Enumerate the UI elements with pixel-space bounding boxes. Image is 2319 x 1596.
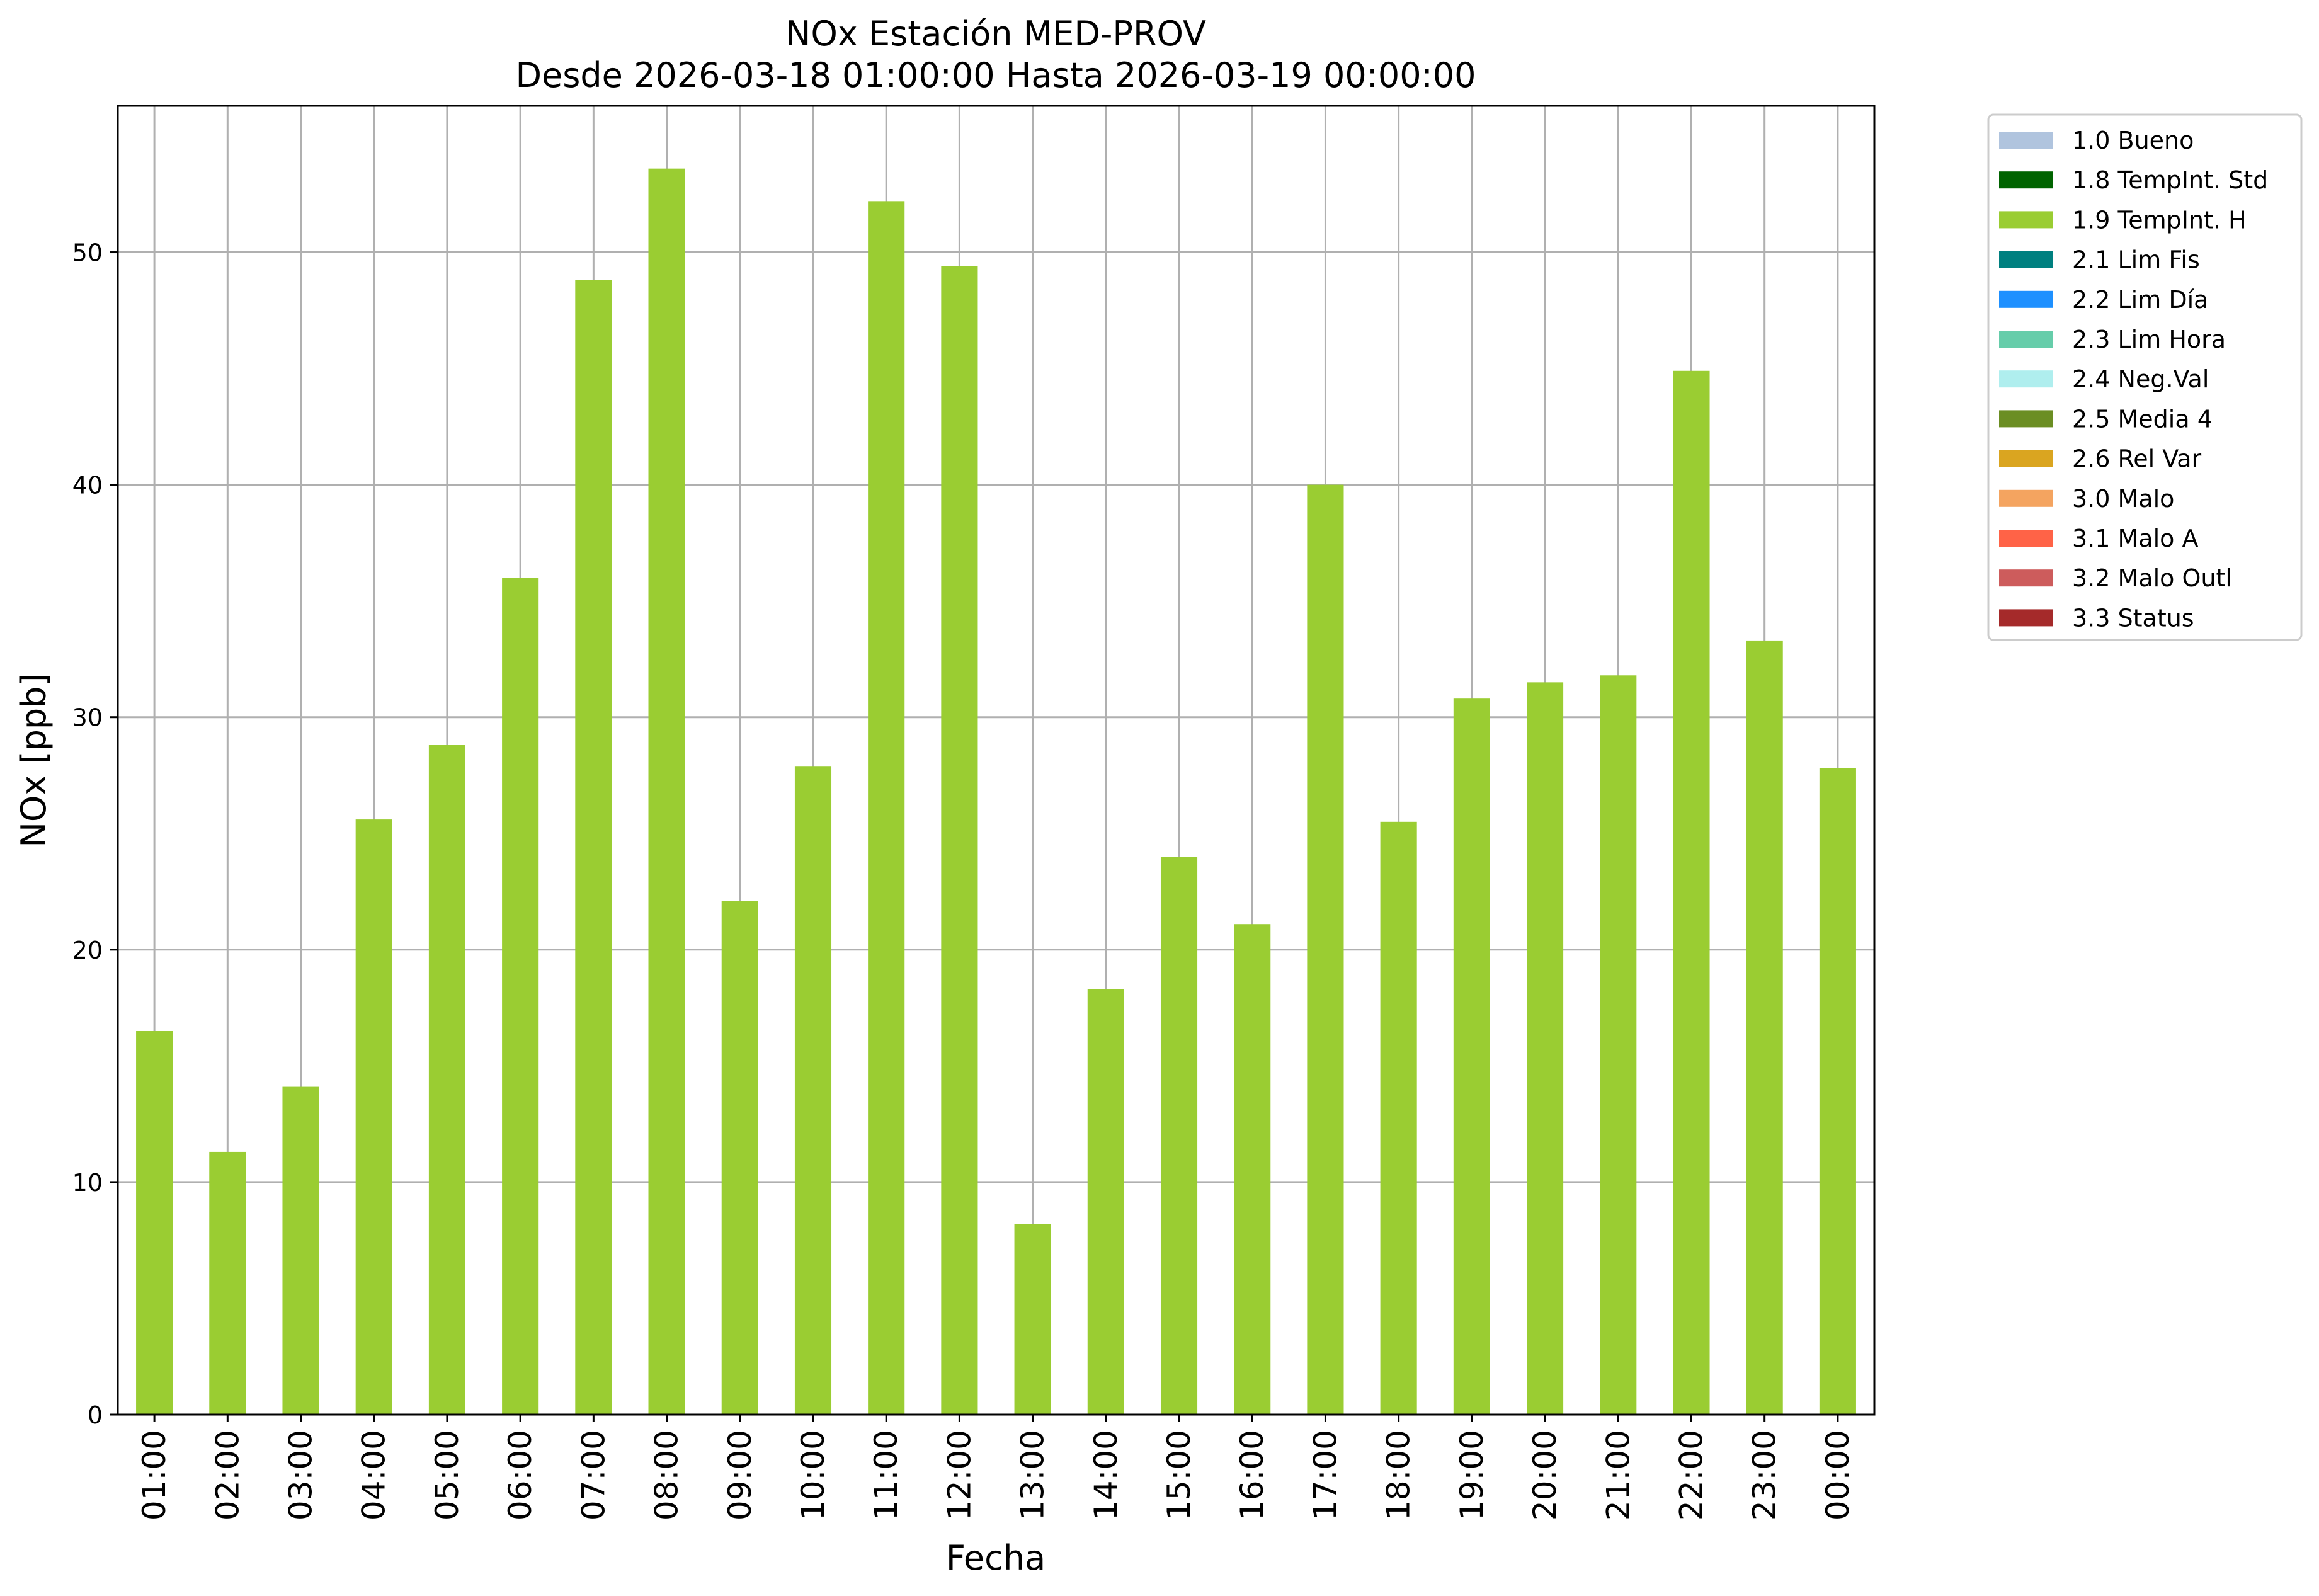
legend-swatch	[1999, 211, 2053, 229]
legend-swatch	[1999, 609, 2053, 627]
legend-label: 3.2 Malo Outl	[2072, 564, 2232, 592]
y-tick-label: 0	[88, 1401, 103, 1429]
bar	[209, 1151, 246, 1415]
x-tick-label: 08:00	[649, 1430, 685, 1520]
bar	[1673, 370, 1710, 1415]
x-tick-label: 00:00	[1820, 1430, 1856, 1520]
legend-label: 2.2 Lim Día	[2072, 286, 2208, 314]
x-tick-label: 09:00	[722, 1430, 758, 1520]
x-tick-label: 07:00	[575, 1430, 612, 1520]
x-tick-label: 20:00	[1527, 1430, 1563, 1520]
y-tick-label: 30	[72, 704, 103, 732]
bar	[1746, 640, 1783, 1415]
x-axis: 01:00 02:00 03:00 04:00 05:00 06:00 07:00 08:00…	[136, 1415, 1856, 1520]
bar	[721, 901, 758, 1415]
legend-swatch	[1999, 410, 2053, 428]
bar	[794, 766, 832, 1415]
y-tick-label: 40	[72, 472, 103, 499]
y-tick-label: 50	[72, 239, 103, 267]
legend-swatch	[1999, 450, 2053, 467]
legend-label: 1.8 TempInt. Std	[2072, 166, 2268, 194]
y-tick-label: 10	[72, 1169, 103, 1197]
legend-swatch	[1999, 569, 2053, 587]
x-tick-label: 01:00	[136, 1430, 173, 1520]
x-tick-label: 19:00	[1454, 1430, 1490, 1520]
legend-label: 1.9 TempInt. H	[2072, 206, 2247, 234]
legend-swatch	[1999, 290, 2053, 308]
legend: 1.0 Bueno 1.8 TempInt. Std 1.9 TempInt. H 2…	[1987, 113, 2303, 641]
bar	[575, 280, 612, 1415]
legend-label: 2.4 Neg.Val	[2072, 365, 2209, 393]
legend-swatch	[1999, 489, 2053, 507]
legend-label: 1.0 Bueno	[2072, 127, 2194, 154]
legend-label: 3.0 Malo	[2072, 485, 2174, 513]
y-axis-label: NOx [ppb]	[14, 673, 54, 848]
x-tick-label: 03:00	[283, 1430, 319, 1520]
legend-swatch	[1999, 132, 2053, 149]
bar	[868, 201, 905, 1415]
legend-label: 2.1 Lim Fis	[2072, 246, 2200, 274]
bar	[1819, 768, 1856, 1415]
x-tick-label: 23:00	[1746, 1430, 1783, 1520]
x-tick-label: 10:00	[795, 1430, 831, 1520]
x-tick-label: 06:00	[502, 1430, 538, 1520]
bar	[502, 578, 539, 1415]
x-tick-label: 02:00	[209, 1430, 246, 1520]
bar	[1380, 821, 1417, 1415]
bar	[1307, 484, 1344, 1415]
x-tick-label: 17:00	[1307, 1430, 1343, 1520]
x-tick-label: 21:00	[1600, 1430, 1636, 1520]
bar	[1087, 989, 1124, 1415]
x-axis-label: Fecha	[946, 1538, 1046, 1578]
plot-frame	[117, 105, 1876, 1416]
x-tick-label: 12:00	[941, 1430, 977, 1520]
legend-label: 2.3 Lim Hora	[2072, 326, 2226, 353]
chart-title: NOx Estación MED-PROV	[785, 14, 1206, 54]
bar	[1600, 675, 1637, 1415]
x-tick-label: 15:00	[1161, 1430, 1197, 1520]
x-tick-label: 04:00	[356, 1430, 392, 1520]
x-tick-label: 05:00	[429, 1430, 465, 1520]
bar	[1014, 1224, 1051, 1415]
legend-swatch	[1999, 251, 2053, 268]
bar	[1234, 924, 1271, 1415]
bar	[355, 819, 392, 1415]
x-tick-label: 22:00	[1673, 1430, 1709, 1520]
bar	[941, 266, 978, 1415]
legend-swatch	[1999, 331, 2053, 348]
bar	[1160, 857, 1198, 1415]
legend-swatch	[1999, 370, 2053, 388]
x-tick-label: 18:00	[1381, 1430, 1417, 1520]
legend-swatch	[1999, 171, 2053, 189]
legend-frame	[1987, 113, 2303, 641]
legend-swatch	[1999, 530, 2053, 547]
bar	[648, 168, 685, 1415]
legend-label: 2.5 Media 4	[2072, 405, 2213, 433]
x-tick-label: 13:00	[1015, 1430, 1051, 1520]
bar	[282, 1086, 319, 1415]
x-tick-label: 16:00	[1234, 1430, 1270, 1520]
chart-subtitle: Desde 2026-03-18 01:00:00 Hasta 2026-03-…	[515, 55, 1476, 95]
bar	[1453, 698, 1490, 1415]
legend-label: 3.1 Malo A	[2072, 525, 2198, 552]
legend-label: 3.3 Status	[2072, 604, 2194, 632]
bar	[428, 745, 465, 1415]
y-axis: 0 10 20 30 40 50	[72, 239, 118, 1429]
x-tick-label: 11:00	[868, 1430, 904, 1520]
bar	[136, 1030, 173, 1415]
legend-label: 2.6 Rel Var	[2072, 445, 2202, 473]
bars	[136, 168, 1856, 1415]
bar	[1527, 682, 1564, 1415]
y-tick-label: 20	[72, 937, 103, 964]
x-tick-label: 14:00	[1088, 1430, 1124, 1520]
